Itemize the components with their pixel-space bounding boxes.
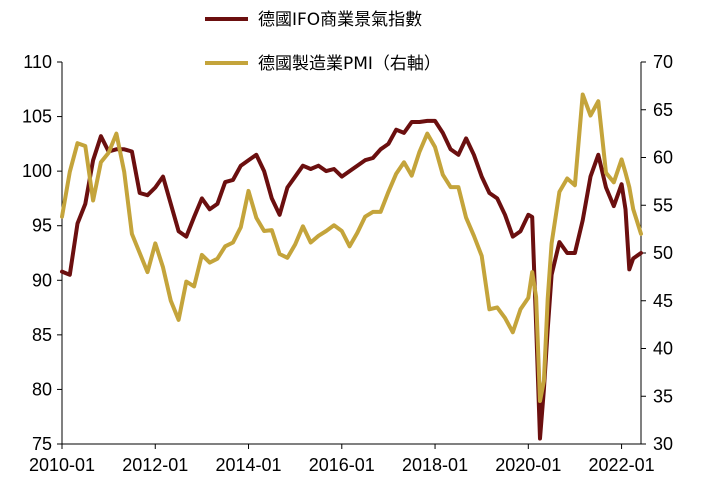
legend-label-ifo: 德國IFO商業景氣指數 (258, 10, 422, 30)
legend: 德國IFO商業景氣指數 德國製造業PMI（右軸） (205, 10, 441, 74)
y-tick-label-right: 50 (653, 243, 673, 263)
y-tick-label-right: 35 (653, 386, 673, 406)
y-tick-label-left: 80 (32, 379, 52, 399)
x-tick-label: 2012-01 (122, 455, 188, 475)
y-tick-label-right: 60 (653, 148, 673, 168)
x-tick-label: 2020-01 (495, 455, 561, 475)
series-line-ifo (60, 118, 643, 441)
y-tick-label-right: 45 (653, 291, 673, 311)
y-tick-label-left: 110 (23, 52, 52, 72)
x-tick-label: 2010-01 (29, 455, 95, 475)
legend-label-pmi: 德國製造業PMI（右軸） (258, 54, 441, 74)
x-tick-label: 2018-01 (402, 455, 468, 475)
y-tick-label-left: 100 (22, 161, 52, 181)
y-tick-label-right: 55 (653, 195, 673, 215)
y-tick-label-left: 105 (22, 107, 52, 127)
y-tick-label-left: 90 (32, 270, 52, 290)
y-tick-label-right: 65 (653, 100, 673, 120)
series-line-pmi (60, 92, 643, 403)
x-tick-label: 2016-01 (309, 455, 375, 475)
x-tick-label: 2022-01 (589, 455, 655, 475)
y-tick-label-left: 85 (32, 325, 52, 345)
series-layer (60, 92, 643, 441)
y-tick-label-right: 70 (653, 52, 673, 72)
y-tick-label-left: 75 (32, 434, 52, 454)
y-tick-label-left: 95 (32, 216, 52, 236)
axes: 75 80 85 90 95 100 105 110 30 35 40 45 50 55 60 65 70 201… (22, 52, 673, 475)
y-tick-label-right: 40 (653, 339, 673, 359)
x-tick-label: 2014-01 (215, 455, 281, 475)
y-tick-label-right: 30 (653, 434, 673, 454)
